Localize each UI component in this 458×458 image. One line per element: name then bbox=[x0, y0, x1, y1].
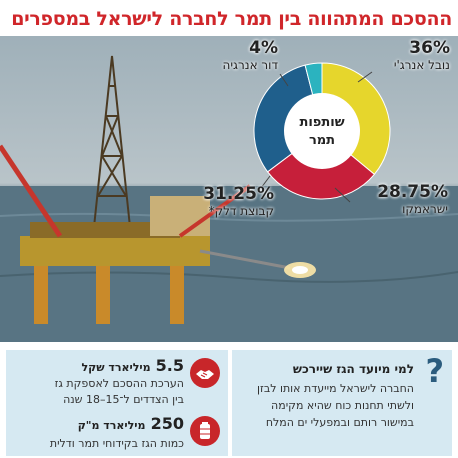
question-mark-icon: ? bbox=[425, 352, 444, 390]
bottom-info-section: ? למי מיועד הגז שיירכש החברה לישראל מייע… bbox=[0, 342, 458, 458]
pie-center-hole bbox=[284, 93, 360, 169]
leader-line-dor bbox=[279, 73, 289, 87]
gas-destination-title: למי מיועד הגז שיירכש bbox=[292, 362, 414, 376]
deal-value: 5.5 מיליארד שקל bbox=[81, 356, 184, 375]
deal-value-description-line1: הערכת ההסכם לאספקת גז bbox=[54, 377, 184, 390]
gas-quantity-value: 250 מיליארד מ"ק bbox=[77, 414, 184, 433]
rig-illustration bbox=[0, 55, 458, 342]
gas-tank-icon bbox=[190, 416, 220, 446]
pie-center-label-line2: תמר bbox=[309, 133, 335, 148]
pie-label-noble: 36% נובל אנרג'י bbox=[393, 38, 450, 72]
handshake-icon bbox=[190, 358, 220, 388]
deal-stats-panel: 5.5 מיליארד שקל הערכת ההסכם לאספקת גז בי… bbox=[6, 350, 228, 456]
leader-line-noble bbox=[357, 71, 373, 83]
pie-label-isramco: 28.75% ישראמקו bbox=[377, 182, 448, 216]
leader-line-isramco bbox=[334, 187, 351, 203]
gas-quantity-description: כמות הגז בקידוחי תמר ודלית bbox=[49, 437, 184, 450]
deal-value-description-line2: בין הצדדים ל־15–18 שנה bbox=[63, 393, 184, 406]
offshore-rig-photo: שותפות תמר 36% נובל אנרג'י 28.75% ישראמק… bbox=[0, 36, 458, 342]
gas-destination-panel: ? למי מיועד הגז שיירכש החברה לישראל מייע… bbox=[232, 350, 452, 456]
gas-destination-text: החברה לישראל מייעדת אותו לבזן ולשתי תחנו… bbox=[257, 382, 414, 429]
page-title: ההסכם המתהווה בין תמר לחברה לישראל במספר… bbox=[11, 8, 452, 30]
ownership-pie-chart: שותפות תמר bbox=[253, 62, 391, 203]
leader-line-delek bbox=[257, 175, 271, 193]
pie-label-dor: 4% דור אנרגיה bbox=[222, 38, 278, 72]
pie-center-label-line1: שותפות bbox=[299, 115, 344, 130]
pie-label-delek: 31.25% קבוצת דלק* bbox=[203, 184, 274, 218]
